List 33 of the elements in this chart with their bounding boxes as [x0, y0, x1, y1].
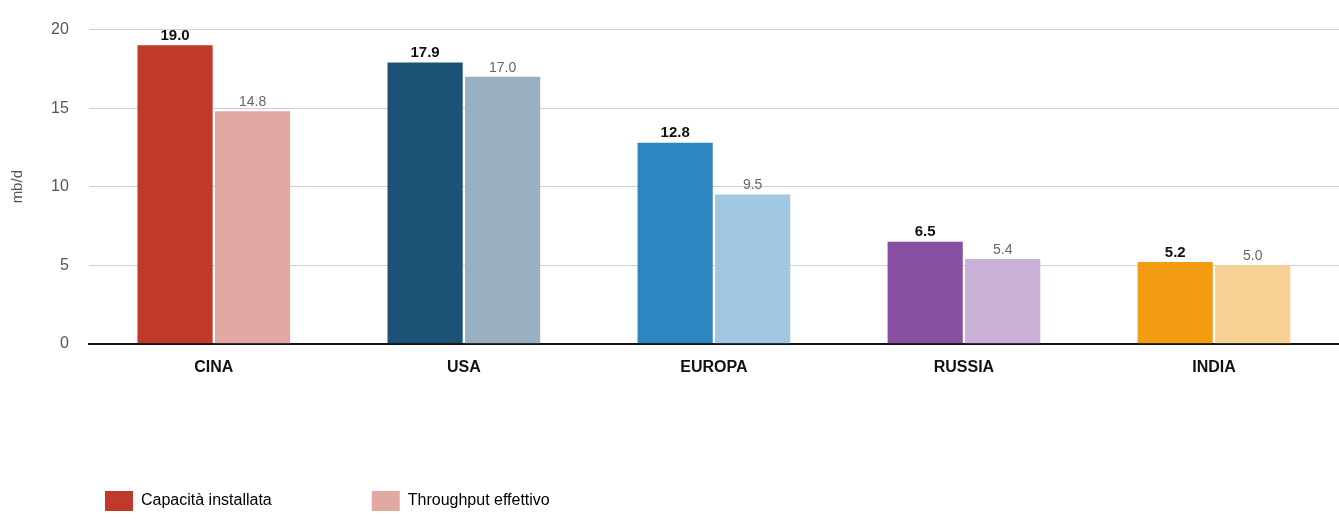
data-label: 9.5 — [742, 176, 763, 193]
data-label: 5.2 — [1164, 242, 1186, 260]
bar — [1137, 262, 1213, 344]
bar — [137, 45, 213, 344]
y-tick-label: 15 — [51, 98, 69, 116]
data-label: 5.4 — [992, 240, 1013, 257]
bar — [965, 258, 1041, 344]
data-label: 5.0 — [1243, 247, 1263, 264]
y-tick-label: 10 — [51, 177, 69, 195]
bar — [214, 111, 291, 344]
x-tick-label: INDIA — [1192, 357, 1237, 375]
data-label: 19.0 — [160, 25, 190, 43]
data-label: 14.8 — [238, 93, 267, 110]
bar — [715, 194, 791, 344]
data-label: 12.8 — [660, 123, 690, 141]
x-tick-label: USA — [446, 357, 482, 375]
legend-label: Throughput effettivo — [407, 491, 550, 509]
y-axis-title: mb/d — [8, 170, 26, 204]
data-label: 17.0 — [488, 58, 517, 75]
y-tick-label: 5 — [59, 255, 69, 273]
bar — [387, 62, 463, 344]
y-tick-label: 20 — [51, 20, 69, 38]
x-tick-label: CINA — [194, 357, 234, 375]
bar — [887, 241, 963, 344]
bar — [1215, 265, 1291, 344]
y-tick-label: 0 — [59, 334, 69, 352]
bar — [637, 142, 713, 344]
x-tick-label: EUROPA — [680, 357, 748, 375]
bar — [465, 76, 541, 344]
x-tick-label: RUSSIA — [933, 357, 995, 375]
data-label: 6.5 — [914, 222, 936, 240]
data-label: 17.9 — [410, 43, 440, 61]
legend-label: Capacità installata — [141, 491, 272, 509]
